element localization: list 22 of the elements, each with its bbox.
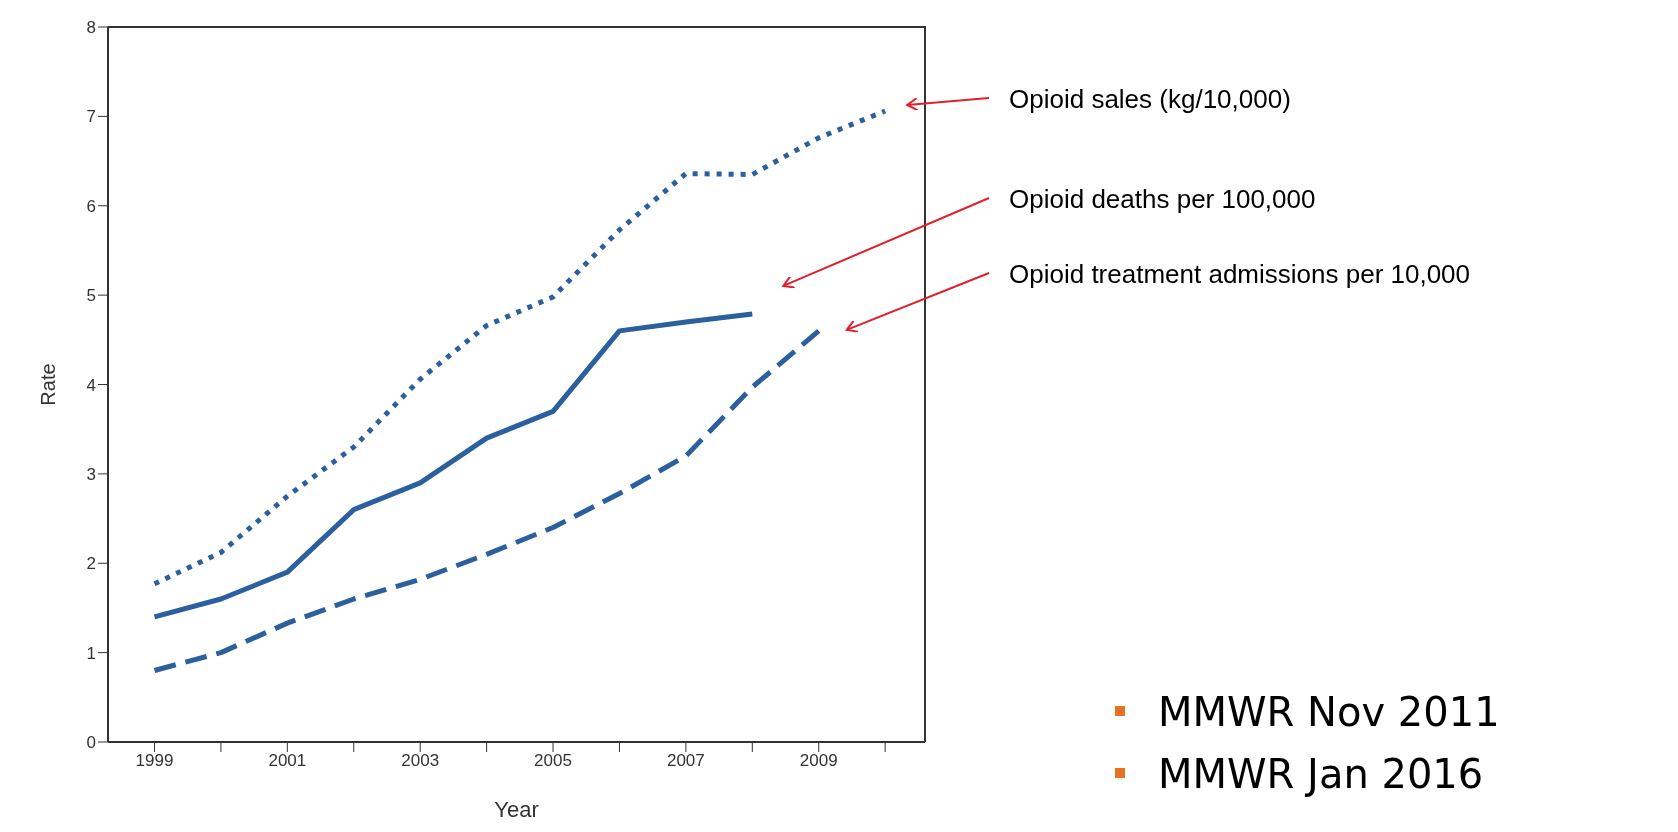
text: Opioid deaths per 100,000 [1009,184,1316,214]
y-tick-label: 6 [86,196,96,216]
y-tick-label: 0 [86,733,96,753]
text: Opioid sales (kg/10,000) [1009,84,1291,114]
x-tick-label: 1999 [135,751,174,771]
text: MMWR Jan 2016 [1158,751,1484,797]
y-tick-label: 3 [86,464,96,484]
x-tick-label: 2009 [799,751,838,771]
x-axis-title: Year [494,797,539,822]
x-tick-label: 2001 [268,751,307,771]
text: MMWR Nov 2011 [1158,689,1500,735]
y-tick-label: 4 [86,375,96,395]
y-tick-label: 5 [86,286,96,306]
y-tick-label: 8 [86,18,96,38]
y-axis-title: Rate [37,363,60,406]
y-tick-label: 1 [86,643,96,663]
x-tick-label: 2003 [401,751,440,771]
text: Opioid treatment admissions per 10,000 [1009,259,1471,289]
y-tick-label: 7 [86,107,96,127]
x-tick-label: 2005 [534,751,572,771]
y-tick-label: 2 [86,554,96,574]
x-tick-label: 2007 [666,751,705,771]
